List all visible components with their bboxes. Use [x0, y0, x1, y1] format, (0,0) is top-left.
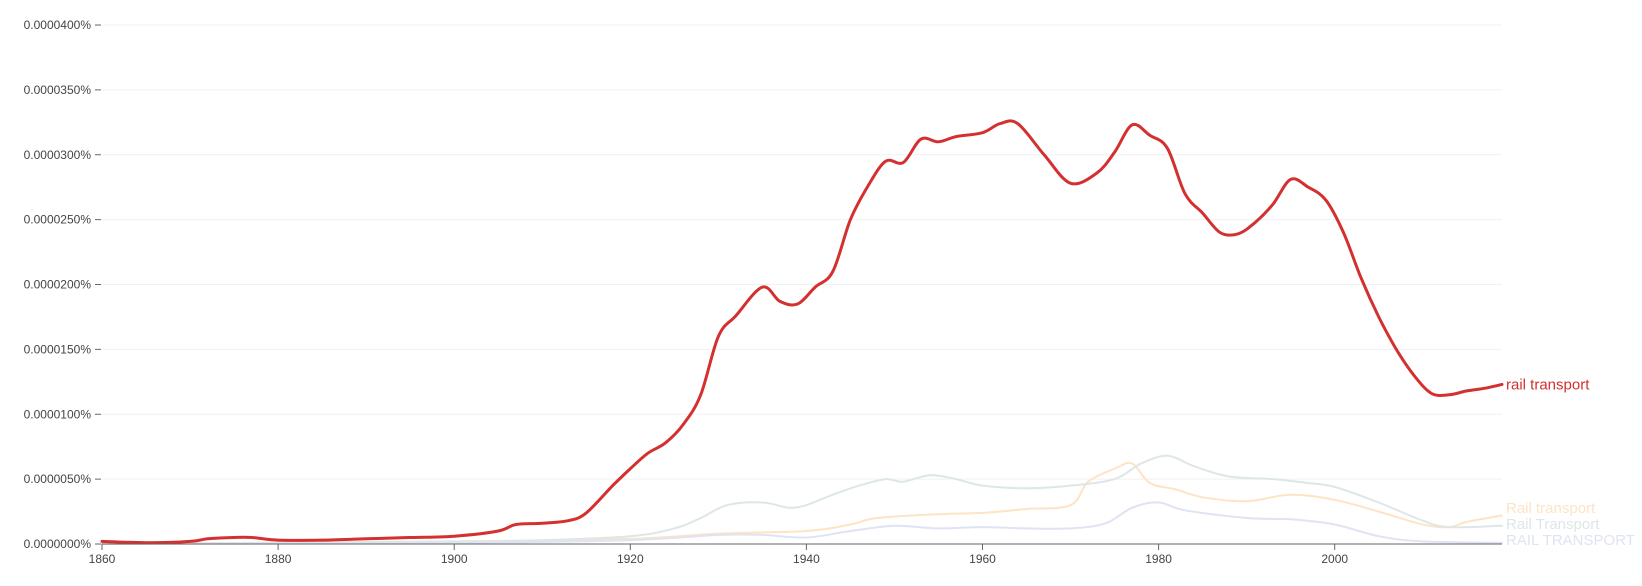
series-label-rail-transport-lower[interactable]: rail transport — [1506, 376, 1590, 393]
y-tick-label: 0.0000100% — [24, 407, 92, 421]
x-tick-label: 1940 — [793, 552, 820, 566]
series-line-rail-transport-lower[interactable] — [100, 119, 1504, 545]
axes: 0.0000000% 0.0000050% 0.0000100% 0.0000150%… — [24, 18, 1502, 566]
series-label-rail-transport-capital[interactable]: Rail Transport — [1506, 516, 1600, 533]
series-line-rail-transport-upper[interactable] — [101, 501, 1503, 545]
y-tick-label: 0.0000250% — [24, 213, 92, 227]
x-tick-label: 1980 — [1145, 552, 1172, 566]
gridlines — [102, 24, 1502, 480]
x-tick-label: 1920 — [617, 552, 644, 566]
x-tick-label: 1900 — [441, 552, 468, 566]
y-tick-label: 0.0000050% — [24, 472, 92, 486]
series-label-rail-transport-upper[interactable]: RAIL TRANSPORT — [1506, 532, 1635, 549]
y-tick-label: 0.0000000% — [24, 537, 92, 551]
y-tick-label: 0.0000150% — [24, 342, 92, 356]
series-line-rail-transport-capital[interactable] — [101, 454, 1503, 545]
series-line-rail-transport-capital[interactable] — [101, 461, 1503, 545]
x-tick-label: 1880 — [265, 552, 292, 566]
y-tick-label: 0.0000400% — [24, 18, 92, 32]
series-lines — [100, 119, 1504, 545]
x-tick-label: 2000 — [1321, 552, 1348, 566]
y-tick-label: 0.0000300% — [24, 148, 92, 162]
y-tick-label: 0.0000350% — [24, 83, 92, 97]
x-tick-label: 1960 — [969, 552, 996, 566]
y-tick-label: 0.0000200% — [24, 278, 92, 292]
series-label-rail-transport-capital[interactable]: Rail transport — [1506, 500, 1596, 517]
x-tick-label: 1860 — [89, 552, 116, 566]
